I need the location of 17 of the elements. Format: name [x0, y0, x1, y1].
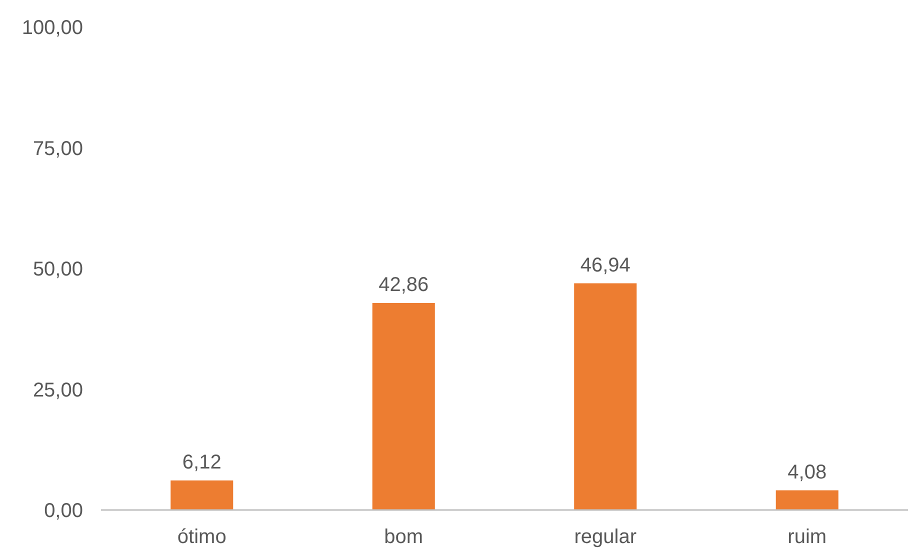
x-tick-label: ruim — [788, 526, 827, 548]
x-tick-label: regular — [574, 526, 637, 548]
bar — [574, 283, 637, 510]
y-tick-label: 50,00 — [32, 258, 83, 280]
y-tick-label: 25,00 — [32, 379, 83, 402]
bar — [170, 480, 234, 510]
y-tick-label: 100,00 — [22, 17, 83, 39]
data-label: 4,08 — [788, 461, 827, 484]
data-label: 6,12 — [182, 451, 222, 474]
data-label: 42,86 — [378, 274, 429, 296]
y-tick-label: 0,00 — [44, 500, 83, 522]
x-tick-label: bom — [384, 526, 424, 548]
data-label: 46,94 — [580, 254, 630, 276]
y-tick-label: 75,00 — [32, 138, 83, 160]
x-tick-label: ótimo — [177, 526, 226, 548]
bar — [372, 302, 435, 510]
bar — [776, 490, 838, 510]
